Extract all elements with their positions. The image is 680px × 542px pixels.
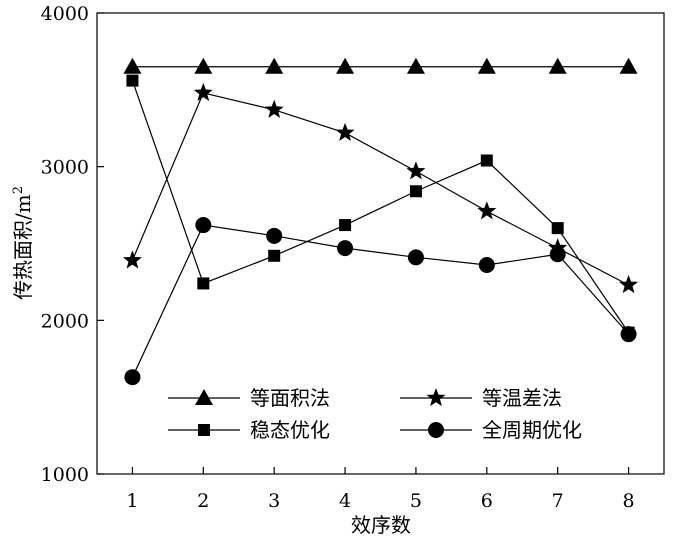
legend-marker-square [198,424,210,436]
y-tick-label: 3000 [41,157,89,179]
legend-label: 全周期优化 [482,418,582,442]
x-tick-label: 1 [126,490,138,512]
series-layer [122,57,639,386]
y-axis-title-main: 传热面积/m [11,194,35,300]
data-point-triangle [265,57,284,74]
legend-label: 等面积法 [250,386,330,410]
legend-marker-triangle [195,389,213,405]
y-axis-ticks: 1000 2000 3000 4000 [41,3,104,486]
data-point-circle [549,246,566,263]
data-point-square [480,154,493,167]
x-axis-title: 效序数 [351,513,411,537]
data-point-square [197,277,210,290]
data-point-star [335,122,355,141]
data-point-triangle [619,57,638,74]
legend-item: 全周期优化 [400,418,582,442]
data-point-circle [266,227,283,244]
data-point-star [193,82,213,101]
data-point-triangle [123,57,142,74]
data-point-star [619,274,639,294]
legend-item: 等面积法 [168,386,330,410]
x-tick-label: 3 [268,490,280,512]
data-point-triangle [336,57,355,74]
series-line [131,92,629,286]
y-tick-label: 1000 [41,464,89,486]
legend-item: 稳态优化 [168,418,330,442]
data-point-square [126,74,139,87]
series-square [126,74,635,339]
y-axis-title-superscript: 2 [11,186,26,194]
data-point-triangle [406,57,425,74]
data-point-circle [478,257,495,274]
x-tick-label: 2 [197,490,209,512]
x-tick-label: 4 [339,490,351,512]
legend-marker-circle [428,422,444,438]
data-point-star [406,161,426,180]
x-tick-label: 5 [410,490,422,512]
data-point-circle [124,369,141,386]
legend-label: 等温差法 [482,386,562,410]
x-tick-label: 8 [623,490,635,512]
data-point-circle [337,240,354,257]
data-point-star [122,250,142,269]
y-tick-label: 2000 [41,310,89,332]
plot-frame [96,12,665,475]
data-point-circle [195,217,212,234]
x-axis-ticks: 1 2 3 4 5 6 7 8 [126,467,635,512]
legend-label: 稳态优化 [250,418,330,442]
data-point-star [477,201,497,220]
data-point-triangle [477,57,496,74]
data-point-triangle [548,57,567,74]
data-point-square [551,222,564,235]
data-point-circle [407,249,424,266]
data-point-circle [620,326,637,343]
data-point-square [268,249,281,262]
x-tick-label: 6 [481,490,493,512]
x-tick-label: 7 [552,490,564,512]
y-axis-title: 传热面积/m2 [11,186,35,300]
series-line [131,80,630,333]
legend-item: 等温差法 [400,386,562,410]
data-point-square [339,219,352,232]
series-circle [124,217,637,386]
data-point-triangle [194,57,213,74]
data-point-square [409,185,422,198]
series-line [131,224,630,378]
data-point-star [264,99,284,118]
series-triangle [123,57,638,74]
legend-marker-star [426,388,446,407]
y-tick-label: 4000 [41,3,89,25]
